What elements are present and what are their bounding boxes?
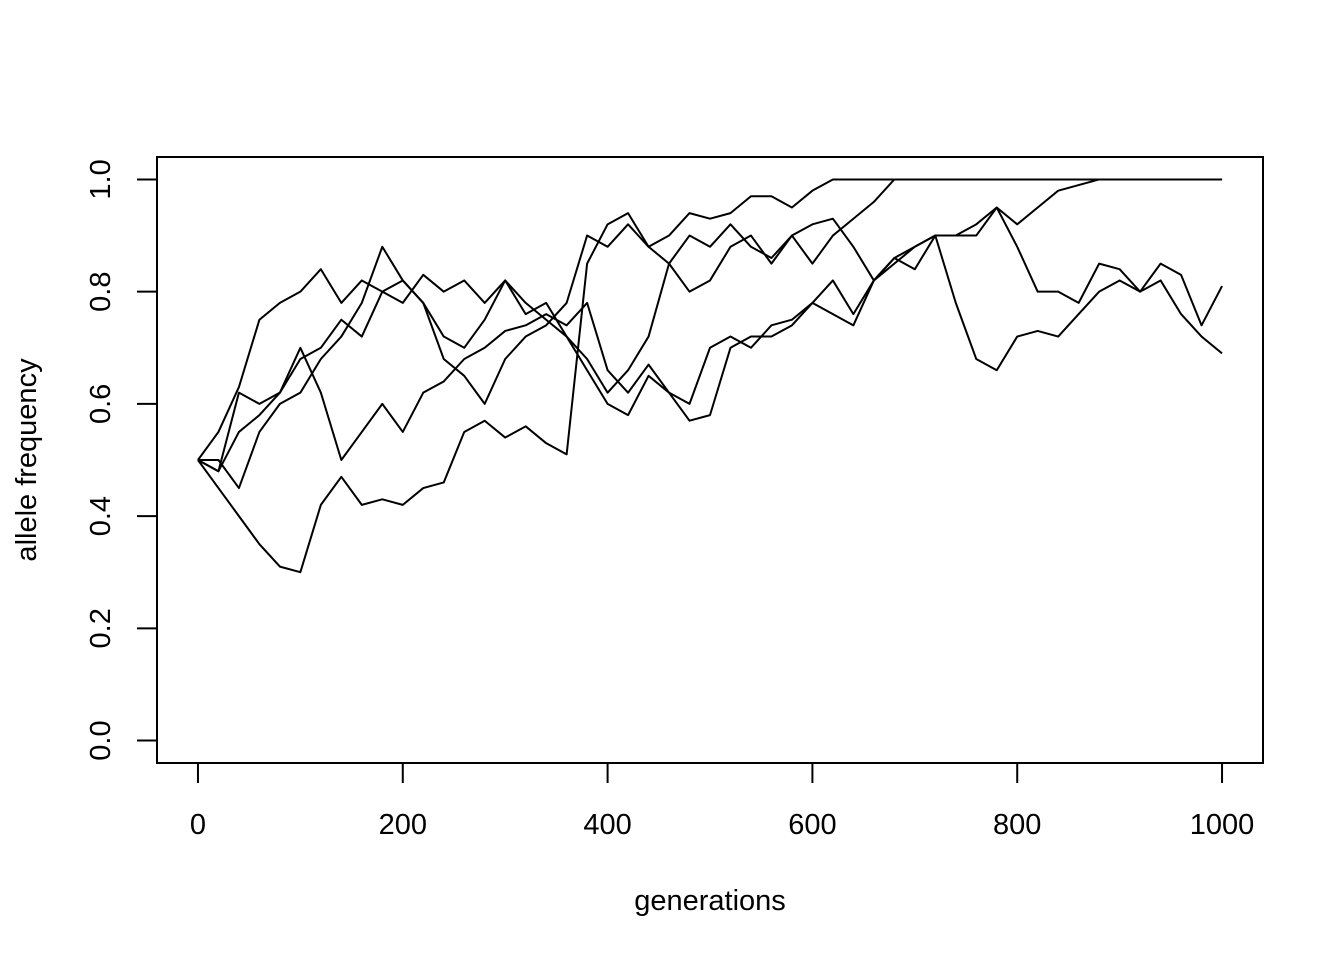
y-tick-label: 1.0 (85, 159, 117, 199)
x-tick-label: 0 (190, 809, 206, 841)
series-line (197, 178, 1223, 473)
x-tick-label: 400 (583, 809, 631, 841)
y-tick-label: 0.0 (85, 720, 117, 760)
x-tick-label: 1000 (1190, 809, 1255, 841)
x-tick-label: 600 (788, 809, 836, 841)
y-tick-label: 0.2 (85, 608, 117, 648)
series-line (197, 206, 1223, 473)
y-tick-label: 0.8 (85, 272, 117, 312)
y-tick-label: 0.4 (85, 496, 117, 536)
series-line (197, 217, 1223, 490)
y-axis-label: allele frequency (11, 358, 43, 562)
series-line (197, 178, 1223, 574)
plot-frame (156, 156, 1264, 764)
x-axis-label: generations (634, 885, 786, 917)
y-tick-label: 0.6 (85, 384, 117, 424)
x-tick-label: 200 (379, 809, 427, 841)
x-tick-label: 800 (993, 809, 1041, 841)
